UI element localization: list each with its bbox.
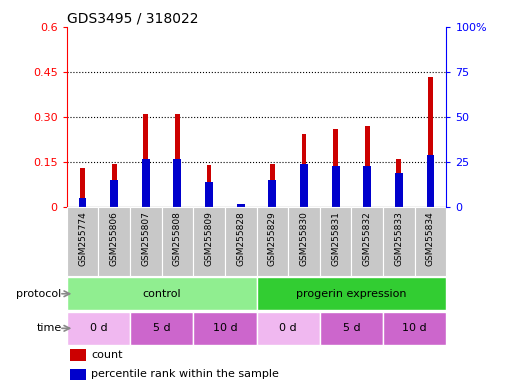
Bar — [333, 129, 338, 207]
Text: GSM255828: GSM255828 — [236, 211, 245, 266]
FancyBboxPatch shape — [67, 277, 256, 310]
Text: 5 d: 5 d — [153, 323, 170, 333]
FancyBboxPatch shape — [383, 312, 446, 345]
Text: 0 d: 0 d — [89, 323, 107, 333]
Bar — [426, 155, 435, 207]
Text: time: time — [36, 323, 62, 333]
Text: count: count — [91, 350, 123, 360]
Text: GSM255808: GSM255808 — [173, 211, 182, 266]
Bar — [80, 168, 85, 207]
Bar — [236, 204, 245, 207]
Text: GSM255806: GSM255806 — [110, 211, 119, 266]
Bar — [395, 173, 403, 207]
Bar — [268, 180, 277, 207]
Bar — [112, 164, 116, 207]
FancyBboxPatch shape — [130, 207, 162, 276]
Bar — [173, 159, 182, 207]
FancyBboxPatch shape — [162, 207, 193, 276]
FancyBboxPatch shape — [193, 207, 225, 276]
Bar — [365, 126, 369, 207]
Bar — [302, 134, 306, 207]
Text: 0 d: 0 d — [279, 323, 297, 333]
Text: GSM255832: GSM255832 — [363, 211, 372, 266]
Text: GSM255829: GSM255829 — [268, 211, 277, 266]
FancyBboxPatch shape — [256, 277, 446, 310]
Text: GDS3495 / 318022: GDS3495 / 318022 — [67, 12, 198, 26]
Text: progerin expression: progerin expression — [296, 289, 407, 299]
Text: protocol: protocol — [16, 289, 62, 299]
Text: GSM255833: GSM255833 — [394, 211, 403, 266]
Text: 10 d: 10 d — [402, 323, 427, 333]
FancyBboxPatch shape — [256, 312, 320, 345]
Bar — [144, 114, 148, 207]
FancyBboxPatch shape — [320, 312, 383, 345]
FancyBboxPatch shape — [98, 207, 130, 276]
Text: GSM255774: GSM255774 — [78, 211, 87, 266]
Text: 5 d: 5 d — [343, 323, 360, 333]
Text: GSM255834: GSM255834 — [426, 211, 435, 266]
Text: GSM255831: GSM255831 — [331, 211, 340, 266]
FancyBboxPatch shape — [67, 312, 130, 345]
Bar — [207, 165, 211, 207]
Bar — [205, 182, 213, 207]
Bar — [239, 204, 243, 207]
Bar — [270, 164, 274, 207]
FancyBboxPatch shape — [383, 207, 415, 276]
FancyBboxPatch shape — [320, 207, 351, 276]
Text: percentile rank within the sample: percentile rank within the sample — [91, 369, 279, 379]
Text: GSM255809: GSM255809 — [205, 211, 213, 266]
Bar — [78, 198, 87, 207]
FancyBboxPatch shape — [130, 312, 193, 345]
Bar — [363, 166, 371, 207]
FancyBboxPatch shape — [67, 207, 98, 276]
FancyBboxPatch shape — [351, 207, 383, 276]
Bar — [300, 164, 308, 207]
FancyBboxPatch shape — [288, 207, 320, 276]
Bar — [175, 114, 180, 207]
Bar — [70, 349, 86, 361]
Bar — [331, 166, 340, 207]
Bar — [428, 76, 433, 207]
Text: GSM255830: GSM255830 — [300, 211, 308, 266]
FancyBboxPatch shape — [256, 207, 288, 276]
Bar — [142, 159, 150, 207]
Text: control: control — [142, 289, 181, 299]
FancyBboxPatch shape — [193, 312, 256, 345]
Bar — [397, 159, 401, 207]
FancyBboxPatch shape — [415, 207, 446, 276]
Text: GSM255807: GSM255807 — [141, 211, 150, 266]
Text: 10 d: 10 d — [212, 323, 237, 333]
FancyBboxPatch shape — [225, 207, 256, 276]
Bar — [110, 180, 118, 207]
Bar — [70, 369, 86, 380]
